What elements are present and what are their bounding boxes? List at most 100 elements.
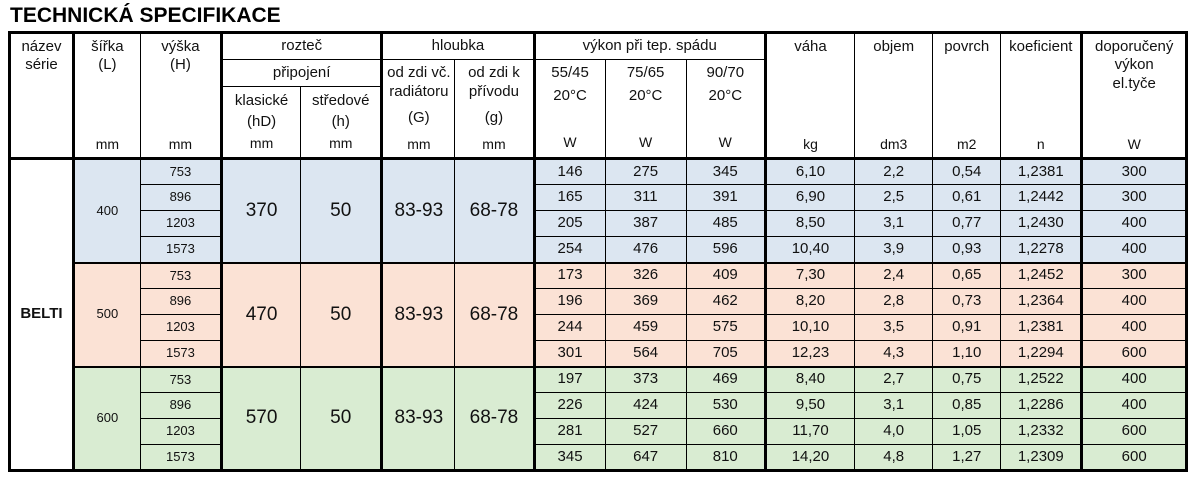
cell-pitch-classic: 370 <box>220 157 302 263</box>
cell-height: 1203 <box>139 314 223 341</box>
cell-rec-power: 400 <box>1080 236 1187 263</box>
col-header-pitch-central-content: středové (h) mm <box>302 89 381 155</box>
page-title: TECHNICKÁ SPECIFIKACE <box>10 4 281 27</box>
col-header-surface-unit: m2 <box>957 136 977 152</box>
col-header-width-label: šířka (L) <box>91 37 124 74</box>
table-row: 1203 244 459 575 10,10 3,5 0,91 1,2381 400 <box>10 314 1187 341</box>
col-header-power-75-65-unit: W <box>639 133 653 150</box>
cell-surface: 0,85 <box>932 392 1002 419</box>
cell-rec-power: 400 <box>1080 392 1187 419</box>
col-header-coefficient-label: koeficient <box>1009 37 1073 55</box>
col-header-series-label: název série <box>21 37 62 74</box>
cell-coefficient: 1,2381 <box>1000 314 1083 341</box>
col-header-power-55-45-unit: W <box>563 133 577 150</box>
cell-power-55-45: 281 <box>532 418 606 445</box>
cell-rec-power: 300 <box>1080 261 1187 289</box>
cell-coefficient: 1,2332 <box>1000 418 1083 445</box>
cell-height: 753 <box>139 157 223 185</box>
cell-volume: 4,8 <box>854 444 934 471</box>
cell-height: 753 <box>139 365 223 393</box>
cell-power-90-70: 530 <box>685 392 766 419</box>
cell-coefficient: 1,2309 <box>1000 444 1083 471</box>
cell-surface: 0,65 <box>932 261 1002 289</box>
cell-height: 1573 <box>139 340 223 367</box>
cell-surface: 0,73 <box>932 288 1002 315</box>
cell-volume: 4,0 <box>854 418 934 445</box>
cell-rec-power: 400 <box>1080 314 1187 341</box>
cell-height: 896 <box>139 392 223 419</box>
col-header-rec-power-label: doporučený výkon el.tyče <box>1094 37 1174 93</box>
col-header-rec-power-content: doporučený výkon el.tyče W <box>1085 35 1185 157</box>
col-header-surface-content: povrch m2 <box>934 35 1000 157</box>
cell-height: 896 <box>139 184 223 211</box>
cell-power-75-65: 369 <box>604 288 687 315</box>
cell-coefficient: 1,2522 <box>1000 365 1083 393</box>
cell-rec-power: 300 <box>1080 184 1187 211</box>
table-row: 600 753 570 50 83-93 68-78 197 373 469 8,40 2,7 0,7… <box>10 365 1187 471</box>
col-header-volume-content: objem dm3 <box>856 35 932 157</box>
cell-power-90-70: 660 <box>685 418 766 445</box>
spec-table-body: BELTI 400 753 370 50 83-93 68-78 146 275 345 6,10 2… <box>9 157 1187 471</box>
cell-coefficient: 1,2430 <box>1000 210 1083 237</box>
cell-rec-power: 600 <box>1080 418 1187 445</box>
col-header-series: název série <box>9 32 74 159</box>
col-header-depth-group: hloubka <box>380 32 535 60</box>
col-header-power-90-70: 90/70 20°C W <box>685 59 766 159</box>
cell-depth-g: 68-78 <box>454 261 535 367</box>
cell-weight: 11,70 <box>763 418 856 445</box>
cell-depth-G: 83-93 <box>380 365 456 471</box>
col-header-width: šířka (L) mm <box>71 32 141 159</box>
cell-pitch-classic: 470 <box>220 261 302 367</box>
spec-table-header: název série šířka (L) mm výška (H) mm ro… <box>9 32 1187 159</box>
cell-power-75-65: 275 <box>604 157 687 185</box>
cell-depth-G: 83-93 <box>380 261 456 367</box>
col-header-power-55-45-label: 55/45 <box>551 64 589 81</box>
cell-power-55-45: 345 <box>532 444 606 471</box>
col-header-pitch-central: středové (h) mm <box>300 86 383 159</box>
cell-weight: 14,20 <box>763 444 856 471</box>
cell-rec-power: 400 <box>1080 365 1187 393</box>
col-header-power-90-70-content: 90/70 20°C W <box>687 61 764 156</box>
cell-pitch-central: 50 <box>300 365 383 471</box>
cell-power-75-65: 326 <box>604 261 687 289</box>
cell-pitch-classic: 570 <box>220 365 302 471</box>
table-row: 1573 254 476 596 10,40 3,9 0,93 1,2278 400 <box>10 236 1187 263</box>
cell-volume: 3,9 <box>854 236 934 263</box>
page: TECHNICKÁ SPECIFIKACE název série šířka … <box>8 4 1188 472</box>
cell-power-55-45: 173 <box>532 261 606 289</box>
cell-rec-power: 400 <box>1080 210 1187 237</box>
col-header-depth-g-content: od zdi k přívodu (g) mm <box>456 61 533 156</box>
cell-power-90-70: 391 <box>685 184 766 211</box>
cell-power-90-70: 485 <box>685 210 766 237</box>
cell-surface: 0,91 <box>932 314 1002 341</box>
col-header-depth-G-content: od zdi vč. radiátoru (G) mm <box>385 61 454 156</box>
cell-weight: 9,50 <box>763 392 856 419</box>
cell-weight: 8,20 <box>763 288 856 315</box>
table-row: 896 196 369 462 8,20 2,8 0,73 1,2364 400 <box>10 288 1187 315</box>
cell-weight: 8,40 <box>763 365 856 393</box>
cell-power-55-45: 254 <box>532 236 606 263</box>
cell-weight: 12,23 <box>763 340 856 367</box>
cell-power-90-70: 705 <box>685 340 766 367</box>
table-row: 1203 281 527 660 11,70 4,0 1,05 1,2332 600 <box>10 418 1187 445</box>
col-header-power-55-45: 55/45 20°C W <box>532 59 606 159</box>
col-header-depth-G-unit: mm <box>407 135 431 152</box>
cell-coefficient: 1,2364 <box>1000 288 1083 315</box>
cell-power-90-70: 596 <box>685 236 766 263</box>
cell-surface: 1,05 <box>932 418 1002 445</box>
col-header-power-90-70-label: 90/70 <box>706 64 745 81</box>
col-header-pitch-sub: připojení <box>220 59 383 87</box>
col-header-power-90-70-temp: 20°C <box>708 86 743 104</box>
cell-volume: 3,1 <box>854 210 934 237</box>
cell-power-90-70: 469 <box>685 365 766 393</box>
table-row: 896 226 424 530 9,50 3,1 0,85 1,2286 400 <box>10 392 1187 419</box>
cell-power-55-45: 165 <box>532 184 606 211</box>
cell-volume: 2,8 <box>854 288 934 315</box>
cell-height: 753 <box>139 261 223 289</box>
col-header-width-unit: mm <box>95 136 120 152</box>
cell-width: 600 <box>71 365 141 471</box>
cell-width: 500 <box>71 261 141 367</box>
cell-depth-g: 68-78 <box>454 365 535 471</box>
cell-power-55-45: 244 <box>532 314 606 341</box>
col-header-depth-G-label: od zdi vč. radiátoru <box>387 64 451 100</box>
